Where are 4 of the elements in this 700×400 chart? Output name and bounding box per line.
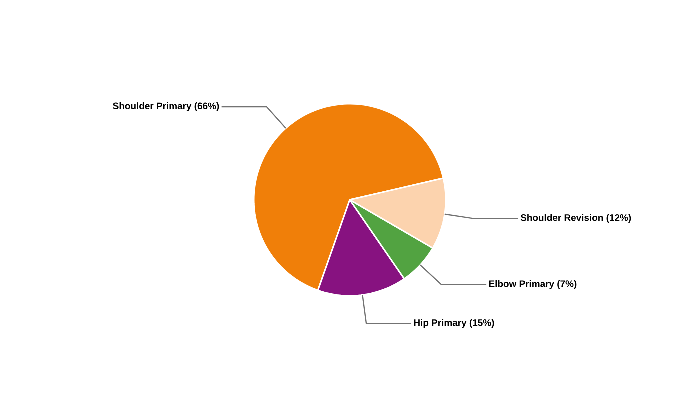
slice-label: Shoulder Primary (66%) — [113, 102, 220, 112]
slice-label: Shoulder Revision (12%) — [520, 214, 632, 224]
slice-label: Hip Primary (15%) — [414, 319, 494, 328]
slice-label: Elbow Primary (7%) — [489, 280, 577, 290]
